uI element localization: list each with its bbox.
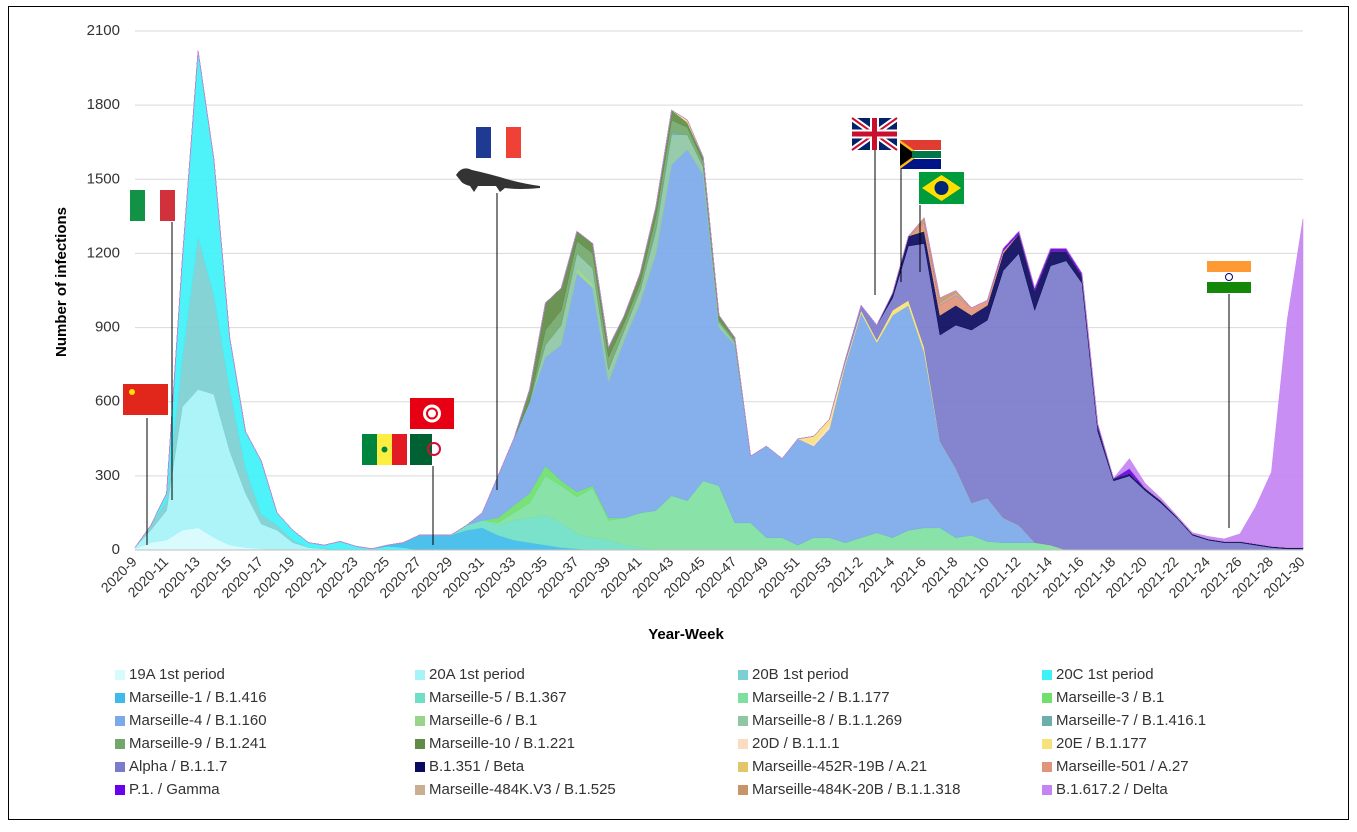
y-tick-label: 900: [95, 319, 120, 336]
legend-label: Marseille-2 / B.1.177: [752, 689, 890, 706]
flag-uk: [850, 115, 899, 153]
legend-label: 20D / B.1.1.1: [752, 735, 840, 752]
legend-label: Marseille-10 / B.1.221: [429, 735, 575, 752]
legend-label: 20C 1st period: [1056, 666, 1154, 683]
flag-senegal: [362, 434, 407, 465]
legend-label: Marseille-452R-19B / A.21: [752, 758, 927, 775]
legend-swatch: [415, 739, 425, 749]
legend-label: Marseille-9 / B.1.241: [129, 735, 267, 752]
flag-algeria: [410, 434, 441, 465]
legend-label: Marseille-7 / B.1.416.1: [1056, 712, 1206, 729]
y-tick-label: 1500: [87, 170, 120, 187]
legend-label: Marseille-484K.V3 / B.1.525: [429, 781, 616, 798]
otter-icon: [456, 168, 540, 192]
legend-swatch: [415, 670, 425, 680]
legend-label: B.1.617.2 / Delta: [1056, 781, 1168, 798]
flag-tunisia: [410, 398, 454, 429]
y-tick-label: 300: [95, 467, 120, 484]
legend-swatch: [415, 716, 425, 726]
legend: 19A 1st period 20A 1st period 20B 1st peri…: [115, 666, 1206, 798]
y-tick-label: 1800: [87, 96, 120, 113]
legend-label: Marseille-5 / B.1.367: [429, 689, 567, 706]
flag-south-africa: [900, 140, 941, 169]
flag-brazil: [919, 172, 964, 204]
legend-swatch: [738, 785, 748, 795]
legend-swatch: [415, 762, 425, 772]
legend-swatch: [1042, 670, 1052, 680]
y-tick-label: 600: [95, 393, 120, 410]
legend-swatch: [1042, 716, 1052, 726]
legend-label: Marseille-6 / B.1: [429, 712, 537, 729]
legend-label: B.1.351 / Beta: [429, 758, 525, 775]
y-axis-title: Number of infections: [53, 207, 70, 357]
y-tick-label: 1200: [87, 244, 120, 261]
legend-swatch: [115, 785, 125, 795]
legend-swatch: [115, 716, 125, 726]
legend-label: Alpha / B.1.1.7: [129, 758, 227, 775]
legend-swatch: [1042, 762, 1052, 772]
flag-france: [476, 127, 521, 158]
annotations: [123, 115, 1251, 545]
legend-swatch: [738, 762, 748, 772]
legend-swatch: [115, 670, 125, 680]
legend-swatch: [738, 693, 748, 703]
legend-swatch: [115, 693, 125, 703]
legend-swatch: [1042, 785, 1052, 795]
flag-china: [123, 384, 168, 415]
legend-label: Marseille-8 / B.1.1.269: [752, 712, 902, 729]
legend-swatch: [415, 693, 425, 703]
legend-swatch: [1042, 739, 1052, 749]
legend-swatch: [738, 716, 748, 726]
legend-label: 20B 1st period: [752, 666, 849, 683]
legend-label: P.1. / Gamma: [129, 781, 220, 798]
legend-label: Marseille-3 / B.1: [1056, 689, 1164, 706]
legend-label: Marseille-501 / A.27: [1056, 758, 1189, 775]
legend-label: Marseille-1 / B.1.416: [129, 689, 267, 706]
x-axis-title: Year-Week: [648, 626, 724, 643]
legend-swatch: [415, 785, 425, 795]
y-tick-label: 0: [112, 541, 120, 558]
flag-italy: [130, 190, 175, 221]
legend-swatch: [115, 739, 125, 749]
legend-swatch: [738, 670, 748, 680]
legend-label: 19A 1st period: [129, 666, 225, 683]
legend-label: Marseille-484K-20B / B.1.1.318: [752, 781, 960, 798]
y-tick-label: 2100: [87, 22, 120, 39]
flag-india: [1207, 261, 1251, 293]
flag-star: [129, 389, 135, 395]
legend-swatch: [1042, 693, 1052, 703]
legend-label: 20E / B.1.177: [1056, 735, 1147, 752]
legend-swatch: [738, 739, 748, 749]
legend-label: 20A 1st period: [429, 666, 525, 683]
legend-swatch: [115, 762, 125, 772]
area: [134, 50, 1304, 550]
legend-label: Marseille-4 / B.1.160: [129, 712, 267, 729]
